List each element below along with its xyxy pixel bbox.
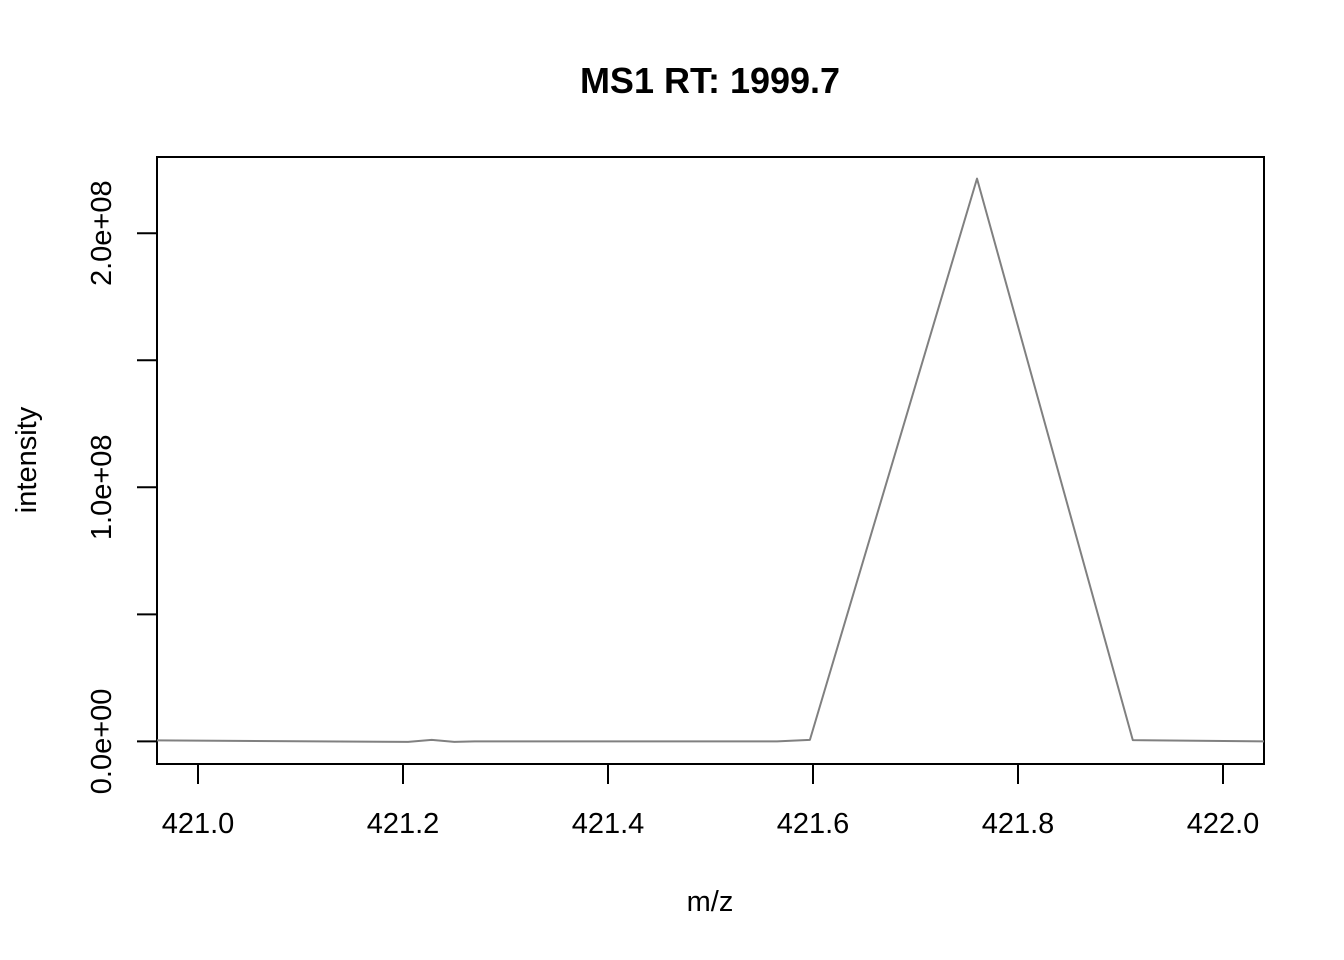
chart-title: MS1 RT: 1999.7: [580, 60, 840, 101]
plot-frame: [156, 156, 1265, 765]
x-tick-label: 421.8: [982, 808, 1055, 840]
y-tick-label: 1.0e+08: [86, 434, 118, 540]
x-axis-label: m/z: [687, 886, 734, 918]
x-axis: 421.0 421.2 421.4 421.6 421.8 422.0: [162, 764, 1260, 840]
x-tick-label: 421.4: [572, 808, 645, 840]
series-group: [156, 177, 1265, 743]
y-tick-label: 0.0e+00: [86, 689, 118, 795]
y-axis: 0.0e+00 1.0e+08 2.0e+08: [86, 180, 157, 794]
x-tick-label: 421.2: [367, 808, 440, 840]
x-tick-label: 422.0: [1187, 808, 1260, 840]
x-tick-label: 421.0: [162, 808, 235, 840]
series-line: [156, 177, 1265, 743]
x-tick-label: 421.6: [777, 808, 850, 840]
y-axis-label: intensity: [11, 406, 43, 513]
y-tick-label: 2.0e+08: [86, 180, 118, 286]
